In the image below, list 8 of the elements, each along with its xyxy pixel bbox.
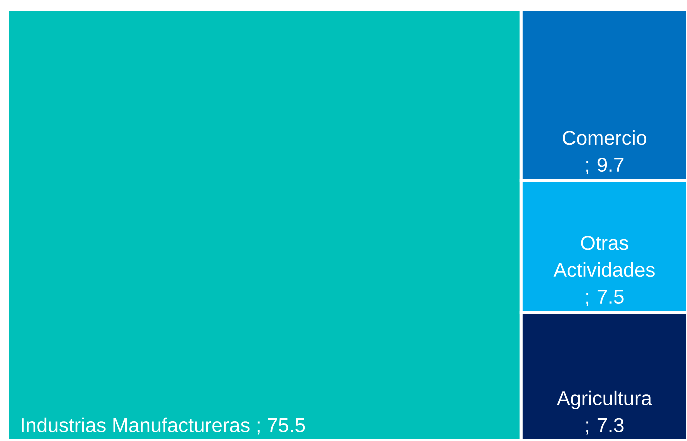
data-label: ; 9.7: [586, 158, 624, 174]
data-label: ; 7.5: [586, 290, 624, 306]
category-label: Agricultura: [557, 390, 652, 410]
category-label: Comercio: [563, 130, 646, 146]
category-label: Industrias Manufactureras: [22, 418, 250, 432]
data-label: ; 75.5: [258, 418, 306, 435]
category-label: Otras Actividades: [554, 236, 655, 278]
data-label: ; 7.3: [586, 418, 624, 435]
